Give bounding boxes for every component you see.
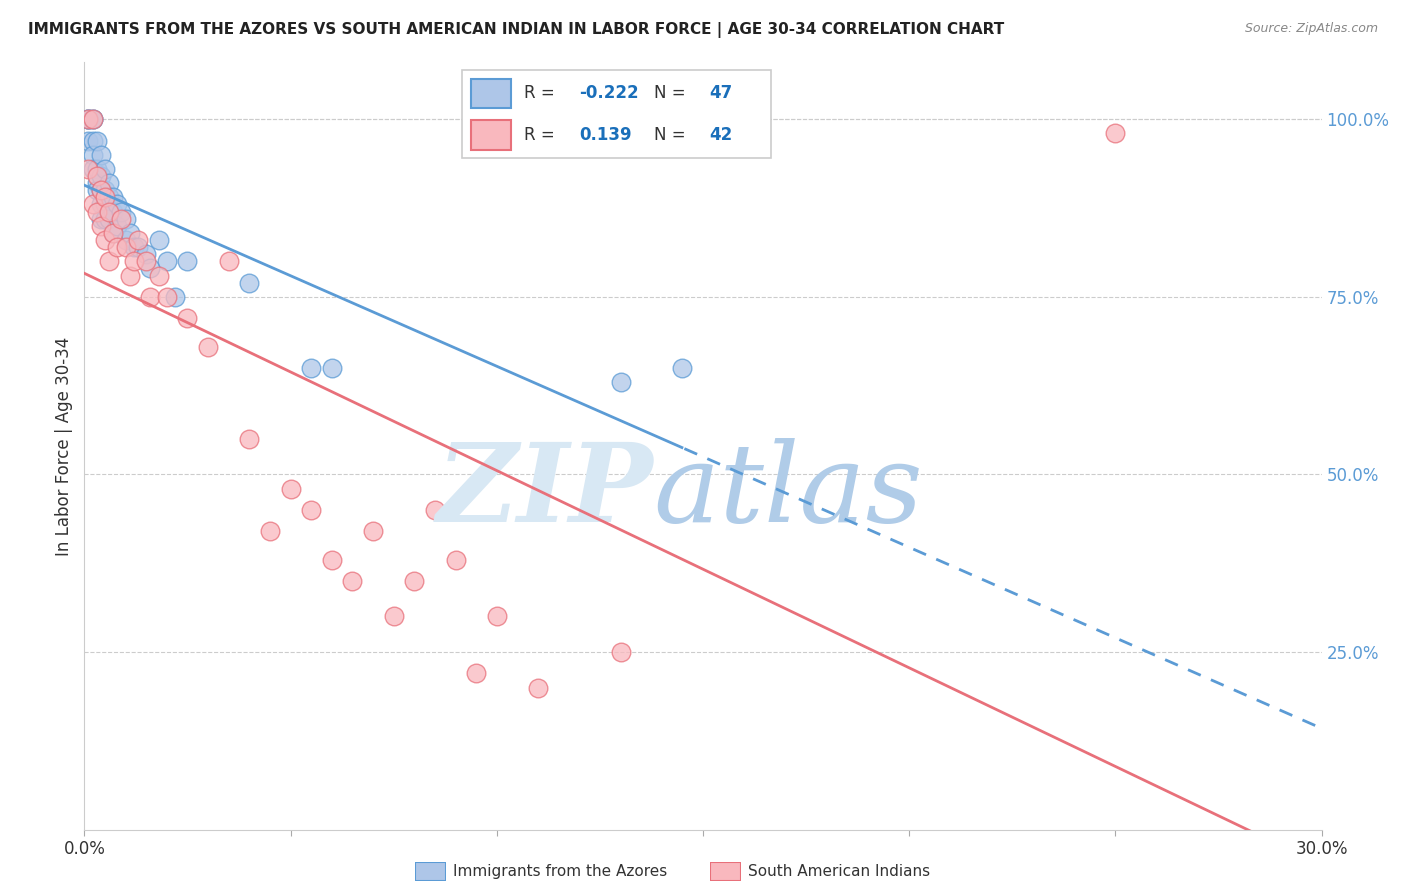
Point (148, 268, 170, 283)
Point (77, 134, 100, 148)
Point (382, 609, 405, 624)
Text: South American Indians: South American Indians (748, 864, 931, 879)
Point (609, 645, 631, 659)
Point (86, 204, 108, 219)
Point (139, 290, 162, 304)
Point (82, 148, 104, 162)
Point (82, 134, 104, 148)
Point (110, 204, 132, 219)
Point (77, 161, 100, 176)
Point (103, 204, 125, 219)
Point (114, 240, 136, 254)
Point (86, 161, 108, 176)
Point (98, 254, 121, 268)
Point (90, 197, 112, 211)
Point (77, 112, 100, 127)
Y-axis label: In Labor Force | Age 30-34: In Labor Force | Age 30-34 (55, 336, 73, 556)
Point (82, 112, 104, 127)
Point (156, 254, 179, 268)
Point (238, 432, 260, 446)
Point (103, 226, 125, 240)
Point (82, 161, 104, 176)
Point (86, 183, 108, 197)
Point (82, 112, 104, 127)
Point (485, 609, 508, 624)
Point (404, 574, 426, 588)
Point (94, 161, 117, 176)
Point (98, 211, 121, 226)
Point (105, 240, 128, 254)
Point (342, 574, 364, 588)
Point (86, 176, 108, 190)
Point (94, 233, 117, 247)
Point (176, 311, 198, 326)
Point (127, 240, 149, 254)
Point (609, 375, 631, 389)
Point (77, 112, 100, 127)
Point (135, 247, 157, 261)
Point (118, 226, 141, 240)
Text: Immigrants from the Azores: Immigrants from the Azores (453, 864, 666, 879)
Point (299, 503, 322, 517)
Point (86, 134, 108, 148)
Point (77, 112, 100, 127)
Text: ZIP: ZIP (437, 438, 654, 546)
Point (321, 552, 343, 566)
Text: IMMIGRANTS FROM THE AZORES VS SOUTH AMERICAN INDIAN IN LABOR FORCE | AGE 30-34 C: IMMIGRANTS FROM THE AZORES VS SOUTH AMER… (28, 22, 1004, 38)
Point (90, 183, 112, 197)
Point (98, 204, 121, 219)
Point (139, 261, 162, 276)
Point (110, 211, 132, 226)
Point (103, 190, 125, 204)
Point (299, 360, 322, 375)
Point (90, 211, 112, 226)
Point (90, 148, 112, 162)
Point (280, 482, 302, 496)
Point (361, 524, 384, 539)
Point (90, 183, 112, 197)
Point (127, 233, 149, 247)
Point (77, 112, 100, 127)
Point (165, 290, 187, 304)
Point (218, 254, 240, 268)
Point (156, 290, 179, 304)
Point (122, 240, 145, 254)
Point (103, 226, 125, 240)
Text: Source: ZipAtlas.com: Source: ZipAtlas.com (1244, 22, 1378, 36)
Point (465, 666, 488, 681)
Point (671, 360, 693, 375)
Point (444, 552, 467, 566)
Point (90, 169, 112, 183)
Point (86, 169, 108, 183)
Point (98, 190, 121, 204)
Text: atlas: atlas (654, 438, 924, 546)
Point (197, 340, 219, 354)
Point (1104, 127, 1126, 141)
Point (98, 176, 121, 190)
Point (259, 524, 281, 539)
Point (114, 233, 136, 247)
Point (118, 268, 141, 283)
Point (148, 233, 170, 247)
Point (321, 360, 343, 375)
Point (94, 183, 117, 197)
Point (176, 254, 198, 268)
Point (527, 681, 550, 695)
Point (94, 190, 117, 204)
Point (105, 197, 128, 211)
Point (114, 211, 136, 226)
Point (82, 197, 104, 211)
Point (94, 197, 117, 211)
Point (135, 254, 157, 268)
Point (94, 211, 117, 226)
Point (105, 219, 128, 233)
Point (238, 276, 260, 290)
Point (122, 254, 145, 268)
Point (423, 503, 446, 517)
Point (82, 112, 104, 127)
Point (90, 219, 112, 233)
